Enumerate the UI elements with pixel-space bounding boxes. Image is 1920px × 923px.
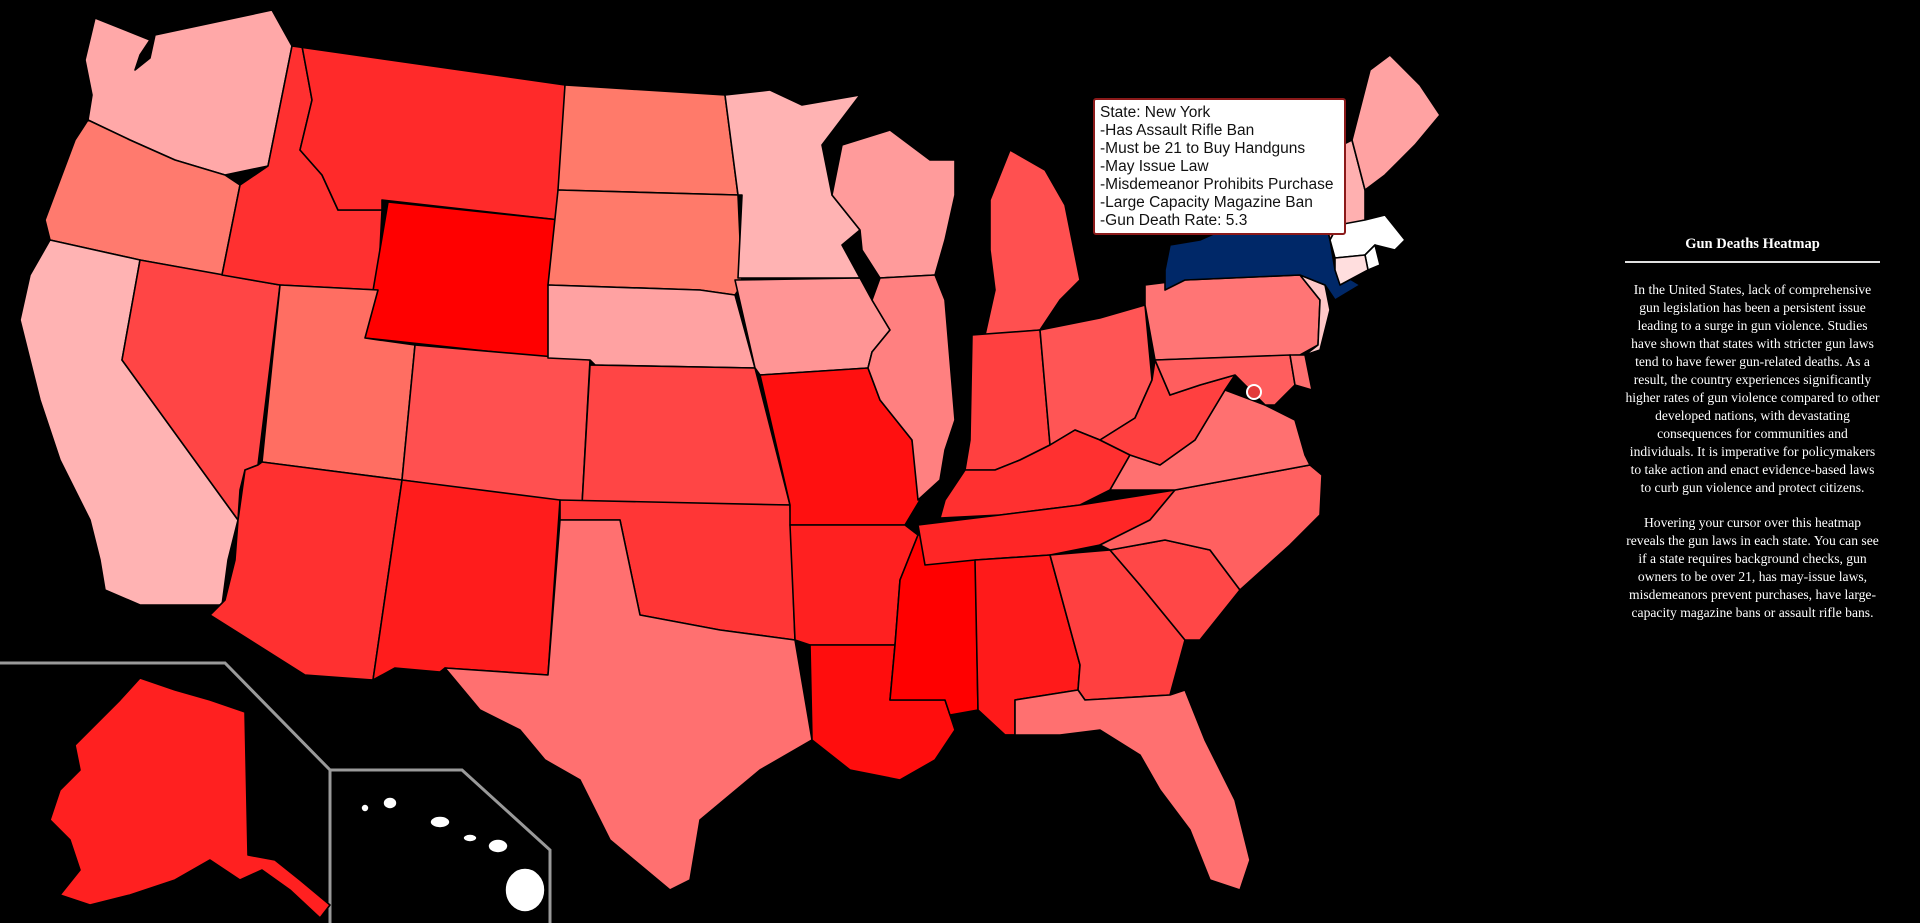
state-connecticut[interactable] — [1334, 254, 1369, 286]
hawaii-inset-frame — [330, 768, 552, 923]
state-nebraska[interactable] — [547, 284, 756, 369]
state-wisconsin[interactable] — [831, 129, 956, 279]
sidebar-paragraph-instructions: Hovering your cursor over this heatmap r… — [1626, 515, 1879, 620]
state-alaska[interactable] — [49, 677, 331, 919]
state-michigan[interactable] — [984, 149, 1081, 336]
state-colorado[interactable] — [401, 344, 591, 506]
alaska-inset-frame — [0, 661, 332, 923]
state-maine[interactable] — [1351, 54, 1441, 191]
state-hawaii[interactable] — [360, 796, 546, 913]
tooltip-law-line: -Has Assault Rifle Ban — [1100, 122, 1255, 139]
state-south-dakota[interactable] — [547, 189, 743, 296]
tooltip-law-line: -Large Capacity Magazine Ban — [1100, 194, 1313, 211]
state-illinois[interactable] — [867, 274, 956, 501]
state-delaware[interactable] — [1289, 354, 1313, 391]
dc-marker[interactable] — [1246, 384, 1262, 400]
info-sidebar: Gun Deaths Heatmap In the United States,… — [1625, 236, 1880, 639]
tooltip-law-line: -Must be 21 to Buy Handguns — [1100, 140, 1306, 157]
state-texas[interactable] — [444, 519, 813, 891]
state-indiana[interactable] — [964, 329, 1051, 471]
state-montana[interactable] — [291, 45, 566, 221]
state-north-carolina[interactable] — [1099, 464, 1323, 591]
state-iowa[interactable] — [734, 277, 891, 376]
tooltip-law-line: -Misdemeanor Prohibits Purchase — [1100, 176, 1334, 193]
state-new-jersey[interactable] — [1299, 274, 1331, 356]
state-tooltip: State: New York -Has Assault Rifle Ban -… — [1093, 98, 1346, 235]
state-florida[interactable] — [1004, 689, 1251, 891]
state-north-dakota[interactable] — [557, 84, 739, 196]
tooltip-state-name: State: New York — [1100, 104, 1211, 121]
tooltip-death-rate: -Gun Death Rate: 5.3 — [1100, 212, 1248, 229]
sidebar-title: Gun Deaths Heatmap — [1625, 236, 1880, 263]
state-wyoming[interactable] — [364, 201, 561, 359]
state-new-mexico[interactable] — [372, 479, 561, 681]
state-kansas[interactable] — [581, 364, 791, 506]
sidebar-paragraph-intro: In the United States, lack of comprehens… — [1625, 282, 1880, 495]
tooltip-law-line: -May Issue Law — [1100, 158, 1209, 175]
